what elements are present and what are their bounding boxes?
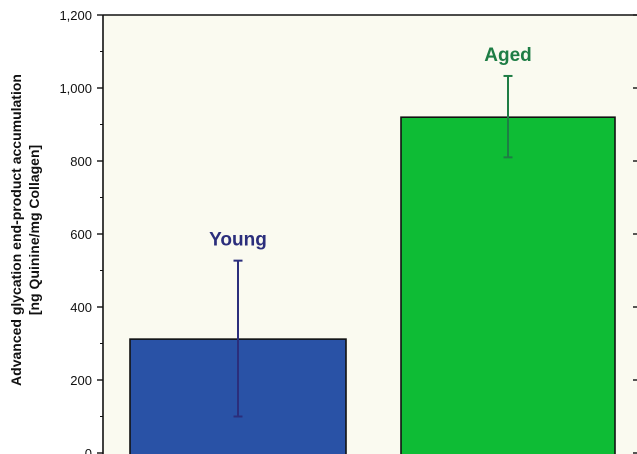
y-tick-label: 1,200 xyxy=(59,8,92,23)
y-tick-label: 800 xyxy=(70,154,92,169)
y-axis-label-line-2: [ng Quinine/mg Collagen] xyxy=(26,145,42,315)
y-tick-label: 0 xyxy=(85,446,92,454)
y-tick-label: 600 xyxy=(70,227,92,242)
y-axis-label-line-1: Advanced glycation end-product accumulat… xyxy=(8,74,24,386)
y-tick-label: 200 xyxy=(70,373,92,388)
y-tick-label: 1,000 xyxy=(59,81,92,96)
y-tick-label: 400 xyxy=(70,300,92,315)
bar-label-young: Young xyxy=(209,230,267,251)
bar-aged xyxy=(400,116,616,454)
bar-label-aged: Aged xyxy=(484,45,532,66)
